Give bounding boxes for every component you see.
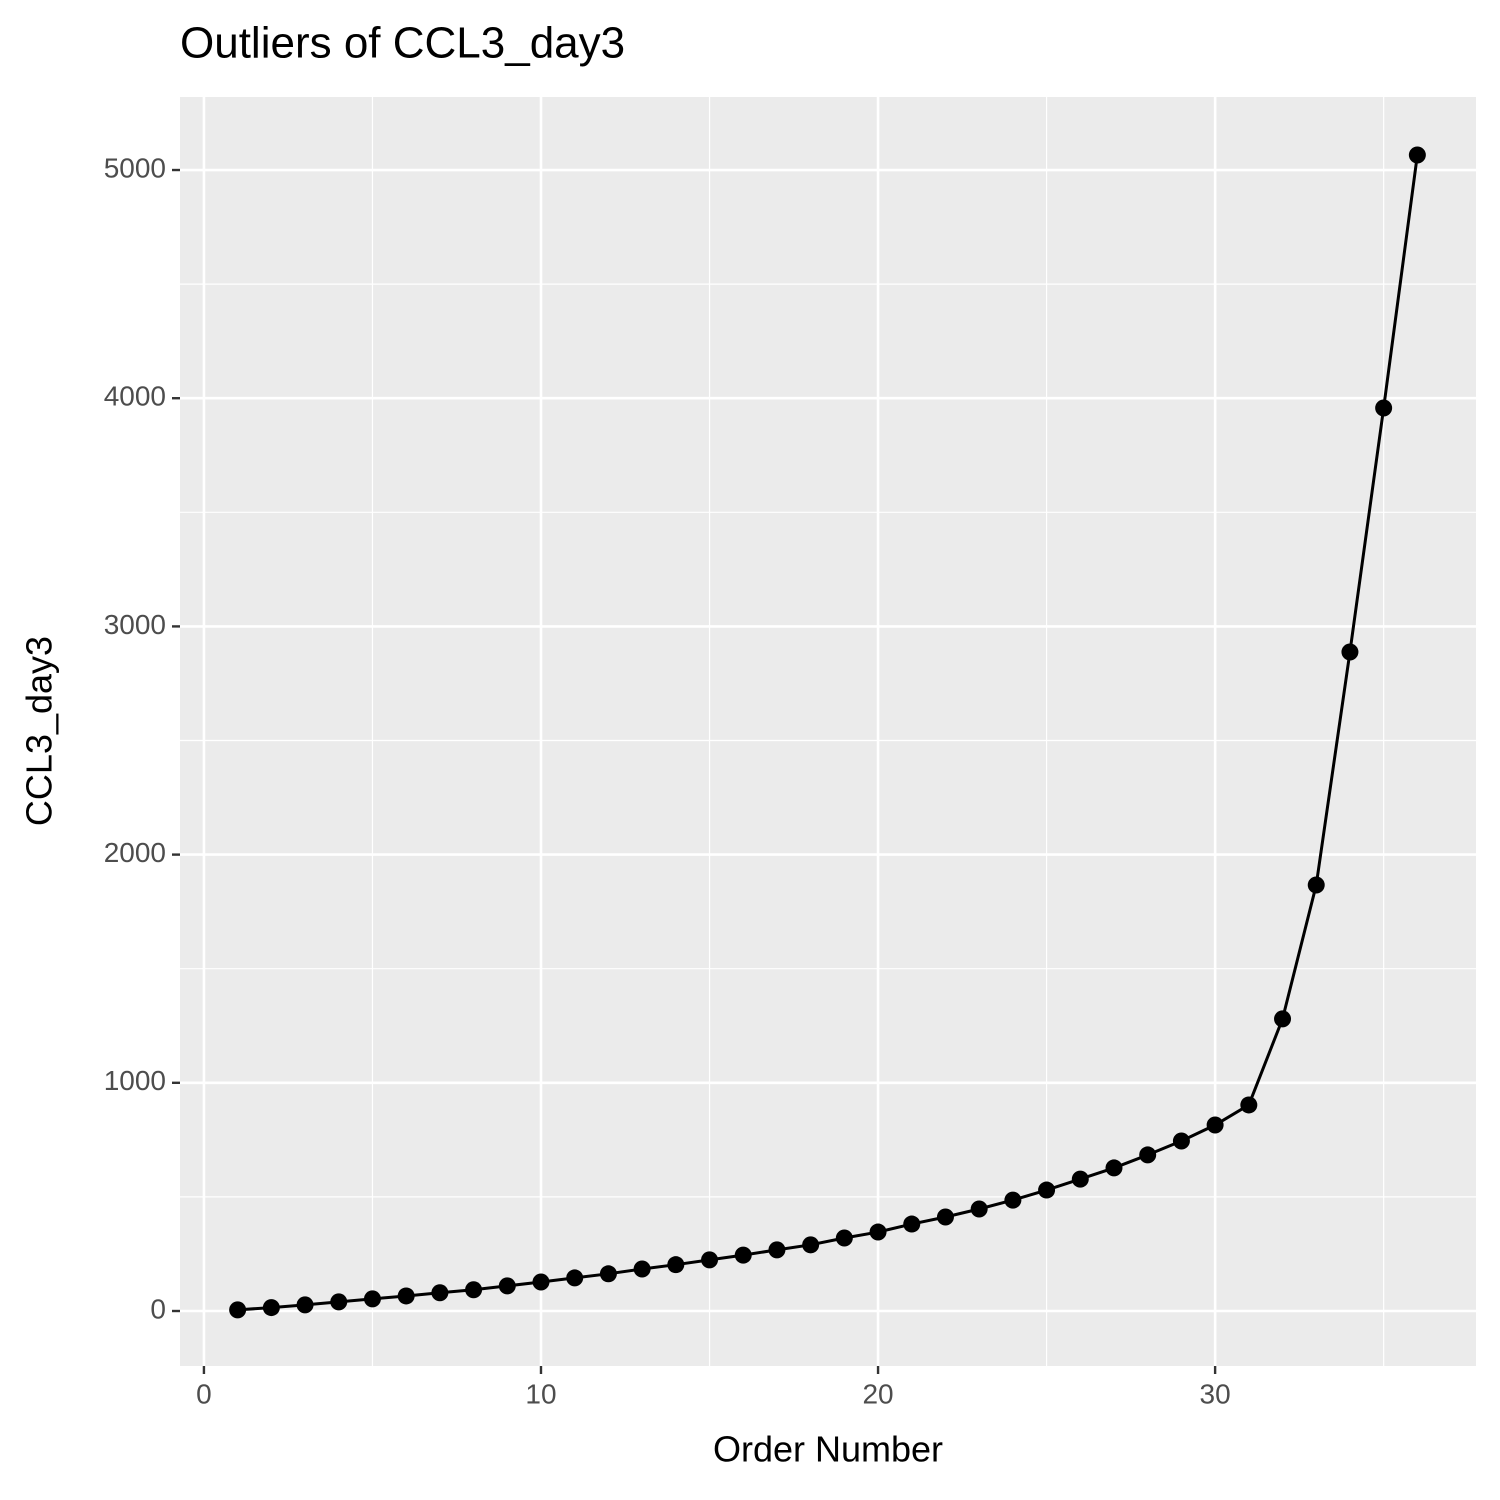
y-tick-label: 2000 [104,837,166,868]
point [1206,1116,1224,1134]
y-tick-label: 5000 [104,152,166,183]
point [734,1246,752,1264]
point [633,1260,651,1278]
point [970,1200,988,1218]
marks [229,146,1426,1319]
y-tick-label: 0 [150,1293,166,1324]
point [1004,1191,1022,1209]
point [1274,1010,1292,1028]
point [1375,399,1393,417]
point [498,1277,516,1295]
point [835,1229,853,1247]
y-axis-title: CCL3_day3 [19,636,60,826]
point [1071,1170,1089,1188]
point [599,1265,617,1283]
point [1341,643,1359,661]
point [869,1223,887,1241]
x-tick-label: 0 [196,1378,212,1409]
point [1172,1132,1190,1150]
point [1038,1181,1056,1199]
point [1307,876,1325,894]
point [768,1241,786,1259]
point [397,1287,415,1305]
point [229,1301,247,1319]
point [1408,146,1426,164]
panel [180,97,1476,1366]
point [667,1256,685,1274]
y-tick-label: 4000 [104,381,166,412]
x-tick-label: 20 [862,1378,893,1409]
y-tick-label: 3000 [104,609,166,640]
point [363,1290,381,1308]
x-axis-title: Order Number [713,1429,943,1470]
point [532,1273,550,1291]
y-tick-label: 1000 [104,1065,166,1096]
point [465,1281,483,1299]
point [936,1208,954,1226]
chart-title: Outliers of CCL3_day3 [180,19,625,68]
point [431,1284,449,1302]
point [701,1251,719,1269]
point [566,1269,584,1287]
point [262,1299,280,1317]
point [802,1236,820,1254]
point [330,1293,348,1311]
point [1105,1159,1123,1177]
point [1240,1096,1258,1114]
point [903,1215,921,1233]
point [1139,1146,1157,1164]
x-tick-label: 30 [1200,1378,1231,1409]
point [296,1296,314,1314]
grid: 0 1000 2000 3000 4000 5000 0 10 20 30 [104,97,1476,1409]
x-tick-label: 10 [525,1378,556,1409]
